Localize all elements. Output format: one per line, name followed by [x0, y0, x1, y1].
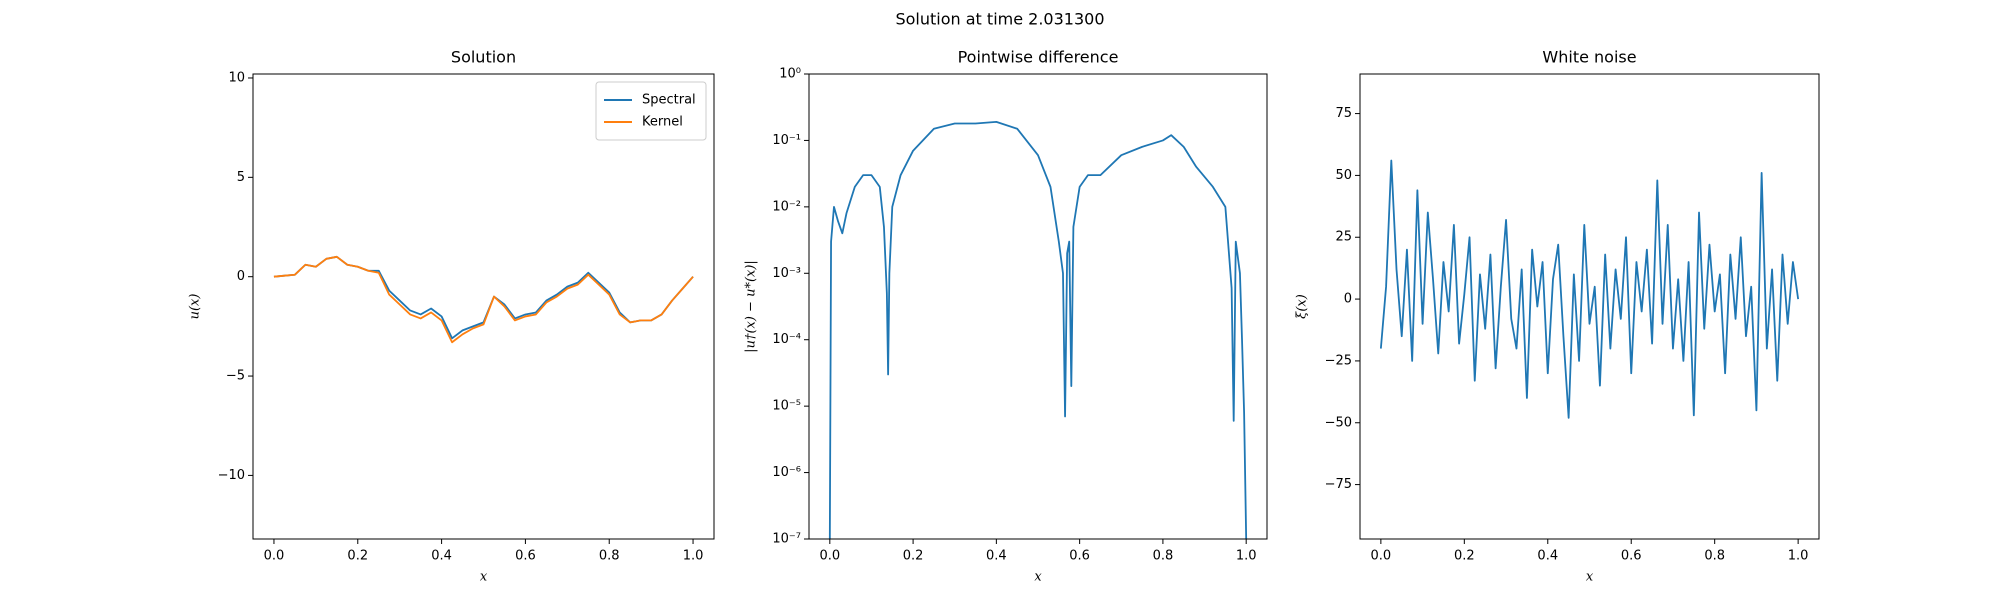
y-tick-label: 25	[1335, 230, 1352, 245]
axes-frame	[252, 73, 715, 540]
x-tick-label: 1.0	[683, 549, 704, 564]
data-line	[273, 255, 694, 344]
x-tick-label: 0.8	[599, 549, 620, 564]
y-tick-label: 0	[237, 269, 245, 284]
y-tick-label: 10⁻²	[772, 199, 801, 214]
axes-title: White noise	[1542, 48, 1636, 67]
data-line	[828, 121, 1248, 540]
y-tick-label: 10⁻⁴	[772, 332, 801, 347]
data-line	[273, 255, 694, 340]
y-tick-label: 50	[1335, 168, 1352, 183]
axes-title: Solution	[451, 48, 516, 67]
axes-frame	[1359, 73, 1820, 540]
x-tick-label: 0.6	[1069, 549, 1090, 564]
x-tick-label: 0.0	[264, 549, 285, 564]
y-tick-label: −25	[1325, 353, 1352, 368]
legend-label: Spectral	[642, 93, 696, 108]
x-axis-label: x	[1586, 570, 1594, 585]
y-tick-label: −5	[226, 369, 245, 384]
y-axis-label: u(x)	[188, 294, 203, 320]
y-tick-label: 10⁻⁵	[772, 399, 801, 414]
data-line	[1379, 159, 1800, 419]
x-tick-label: 0.2	[1454, 549, 1475, 564]
legend-label: Kernel	[642, 115, 683, 130]
y-tick-label: 10⁻³	[772, 266, 801, 281]
y-tick-label: 75	[1335, 106, 1352, 121]
x-tick-label: 0.4	[1537, 549, 1558, 564]
y-tick-label: 0	[1344, 292, 1352, 307]
y-tick-label: 10⁻⁶	[772, 465, 801, 480]
axes-title: Pointwise difference	[958, 48, 1119, 67]
x-tick-label: 0.0	[819, 549, 840, 564]
x-tick-label: 0.8	[1153, 549, 1174, 564]
figure-title: Solution at time 2.031300	[895, 10, 1104, 29]
x-tick-label: 1.0	[1788, 549, 1809, 564]
x-tick-label: 0.2	[903, 549, 924, 564]
y-tick-label: 5	[237, 170, 245, 185]
y-tick-label: −75	[1325, 477, 1352, 492]
y-axis-label: |u†(x) − u*(x)|	[744, 260, 759, 353]
x-tick-label: 0.4	[431, 549, 452, 564]
legend-box	[595, 81, 707, 141]
x-tick-label: 0.6	[1621, 549, 1642, 564]
x-axis-label: x	[1034, 570, 1042, 585]
x-tick-label: 0.2	[347, 549, 368, 564]
x-tick-label: 0.4	[986, 549, 1007, 564]
x-tick-label: 0.0	[1371, 549, 1392, 564]
axes-frame	[808, 73, 1268, 540]
y-tick-label: −50	[1325, 415, 1352, 430]
x-tick-label: 1.0	[1236, 549, 1257, 564]
x-tick-label: 0.8	[1704, 549, 1725, 564]
x-tick-label: 0.6	[515, 549, 536, 564]
x-axis-label: x	[480, 570, 488, 585]
y-tick-label: −10	[218, 468, 245, 483]
y-tick-label: 10⁻¹	[772, 133, 801, 148]
y-tick-label: 10⁻⁷	[772, 532, 801, 547]
y-axis-label: ξ(x)	[1295, 294, 1310, 319]
y-tick-label: 10⁰	[779, 67, 801, 82]
y-tick-label: 10	[228, 70, 245, 85]
